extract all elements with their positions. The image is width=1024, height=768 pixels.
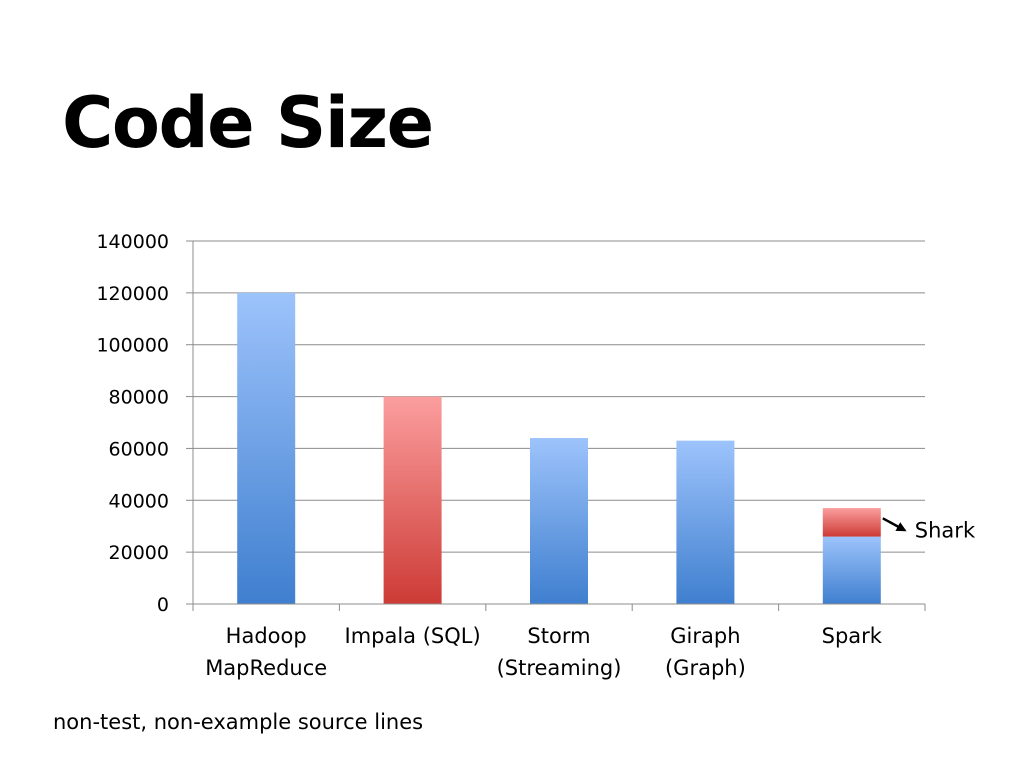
y-tick-label: 120000 bbox=[96, 283, 169, 305]
x-category-label: (Graph) bbox=[665, 656, 746, 680]
y-tick-label: 0 bbox=[157, 594, 169, 616]
bar-blue-3 bbox=[676, 440, 735, 604]
y-tick-label: 60000 bbox=[109, 438, 169, 460]
x-category-label: Giraph bbox=[670, 624, 740, 648]
y-tick-label: 140000 bbox=[96, 231, 169, 253]
x-category-label: MapReduce bbox=[205, 656, 327, 680]
axes bbox=[186, 240, 926, 611]
y-tick-label: 80000 bbox=[109, 387, 169, 409]
x-category-label: Storm bbox=[527, 624, 590, 648]
bar-blue-0 bbox=[237, 292, 296, 604]
footnote: non-test, non-example source lines bbox=[53, 710, 424, 734]
y-tick-label: 100000 bbox=[96, 335, 169, 357]
x-category-label: (Streaming) bbox=[497, 656, 622, 680]
x-category-label: Impala (SQL) bbox=[345, 624, 481, 648]
bar-red-4 bbox=[822, 508, 881, 537]
annotation-arrow bbox=[882, 517, 907, 532]
x-category-label: Hadoop bbox=[226, 624, 307, 648]
bars bbox=[237, 292, 881, 604]
bar-blue-2 bbox=[530, 438, 588, 604]
y-tick-label: 40000 bbox=[109, 490, 169, 512]
annotation-label: Shark bbox=[915, 518, 976, 542]
y-tick-label: 20000 bbox=[109, 542, 169, 564]
x-category-label: Spark bbox=[822, 624, 883, 648]
annotations: Shark bbox=[882, 517, 976, 542]
bar-red-1 bbox=[383, 396, 442, 604]
bar-blue-4 bbox=[822, 536, 881, 604]
labels: 0 20000 40000 60000 80000 100000 120000 140000 H… bbox=[96, 231, 882, 680]
slide-title: Code Size bbox=[62, 82, 434, 164]
